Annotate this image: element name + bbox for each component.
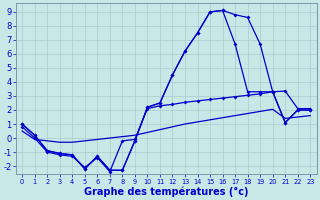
- X-axis label: Graphe des températures (°c): Graphe des températures (°c): [84, 186, 248, 197]
